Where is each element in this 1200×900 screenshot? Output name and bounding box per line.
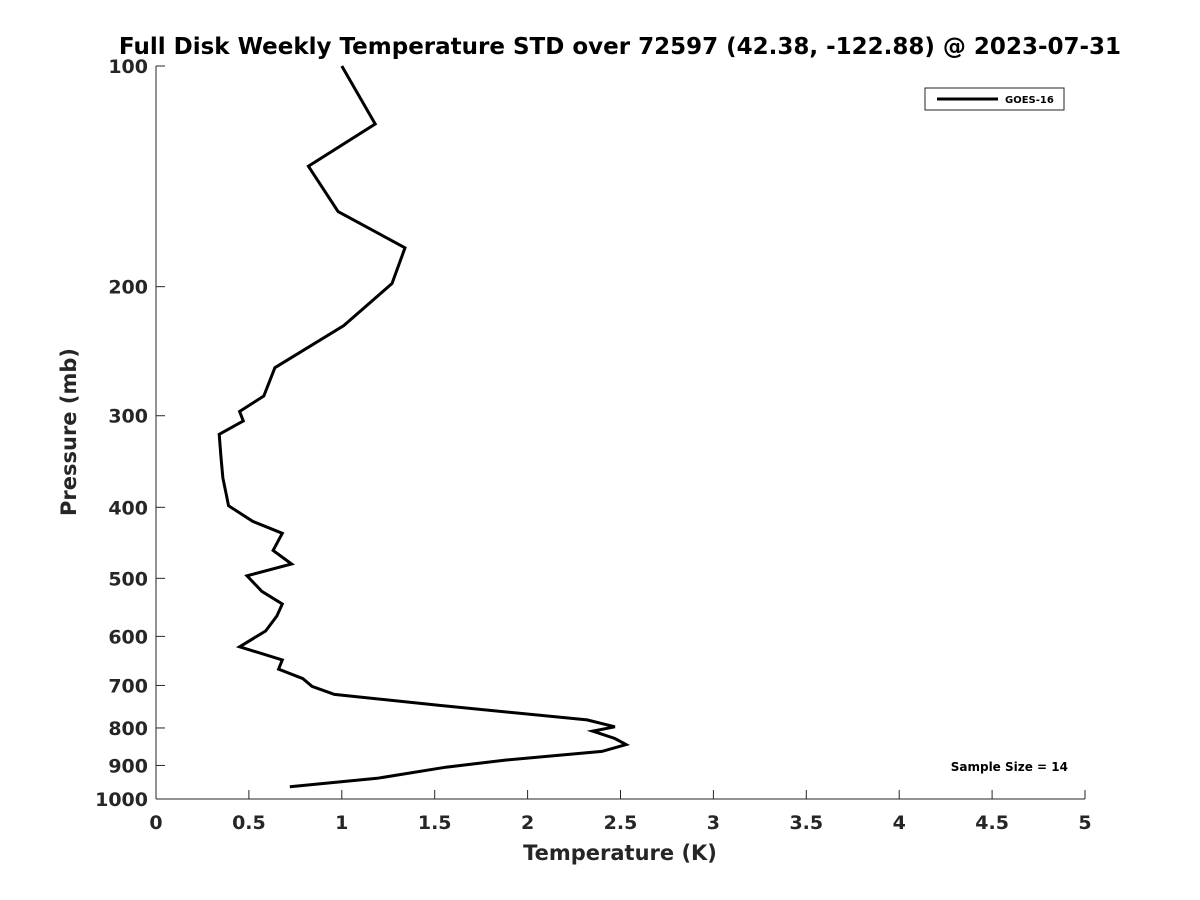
y-axis-ticks: 100 200 300 400 500 600 700 800 900 1000 <box>95 56 165 811</box>
x-axis-ticks: 0 0.5 1 1.5 2 2.5 3 3.5 4 4.5 5 <box>149 790 1092 834</box>
x-tick-label: 1 <box>335 812 348 834</box>
legend: GOES-16 <box>924 87 1065 111</box>
y-tick-label: 800 <box>108 718 148 740</box>
x-tick-label: 2 <box>521 812 534 834</box>
y-tick-label: 900 <box>108 755 148 777</box>
x-tick-label: 0 <box>149 812 162 834</box>
x-tick-label: 1.5 <box>418 812 452 834</box>
y-tick-label: 500 <box>108 568 148 590</box>
chart-title: Full Disk Weekly Temperature STD over 72… <box>119 34 1121 60</box>
y-axis-label: Pressure (mb) <box>57 348 81 516</box>
plot-area <box>217 65 631 789</box>
y-tick-label: 200 <box>108 277 148 299</box>
series-line-goes-16 <box>217 65 631 789</box>
x-tick-label: 2.5 <box>604 812 638 834</box>
y-tick-label: 700 <box>108 675 148 697</box>
x-axis-label: Temperature (K) <box>523 841 717 865</box>
x-tick-label: 4.5 <box>975 812 1009 834</box>
x-tick-label: 4 <box>893 812 906 834</box>
x-tick-label: 5 <box>1078 812 1091 834</box>
legend-label: GOES-16 <box>1005 95 1054 106</box>
x-tick-label: 3.5 <box>789 812 823 834</box>
y-tick-label: 1000 <box>95 789 148 811</box>
y-tick-label: 100 <box>108 56 148 78</box>
y-tick-label: 300 <box>108 406 148 428</box>
y-tick-label: 400 <box>108 497 148 519</box>
x-tick-label: 0.5 <box>232 812 266 834</box>
x-tick-label: 3 <box>707 812 720 834</box>
sample-size-annotation: Sample Size = 14 <box>951 760 1068 774</box>
y-tick-label: 600 <box>108 626 148 648</box>
